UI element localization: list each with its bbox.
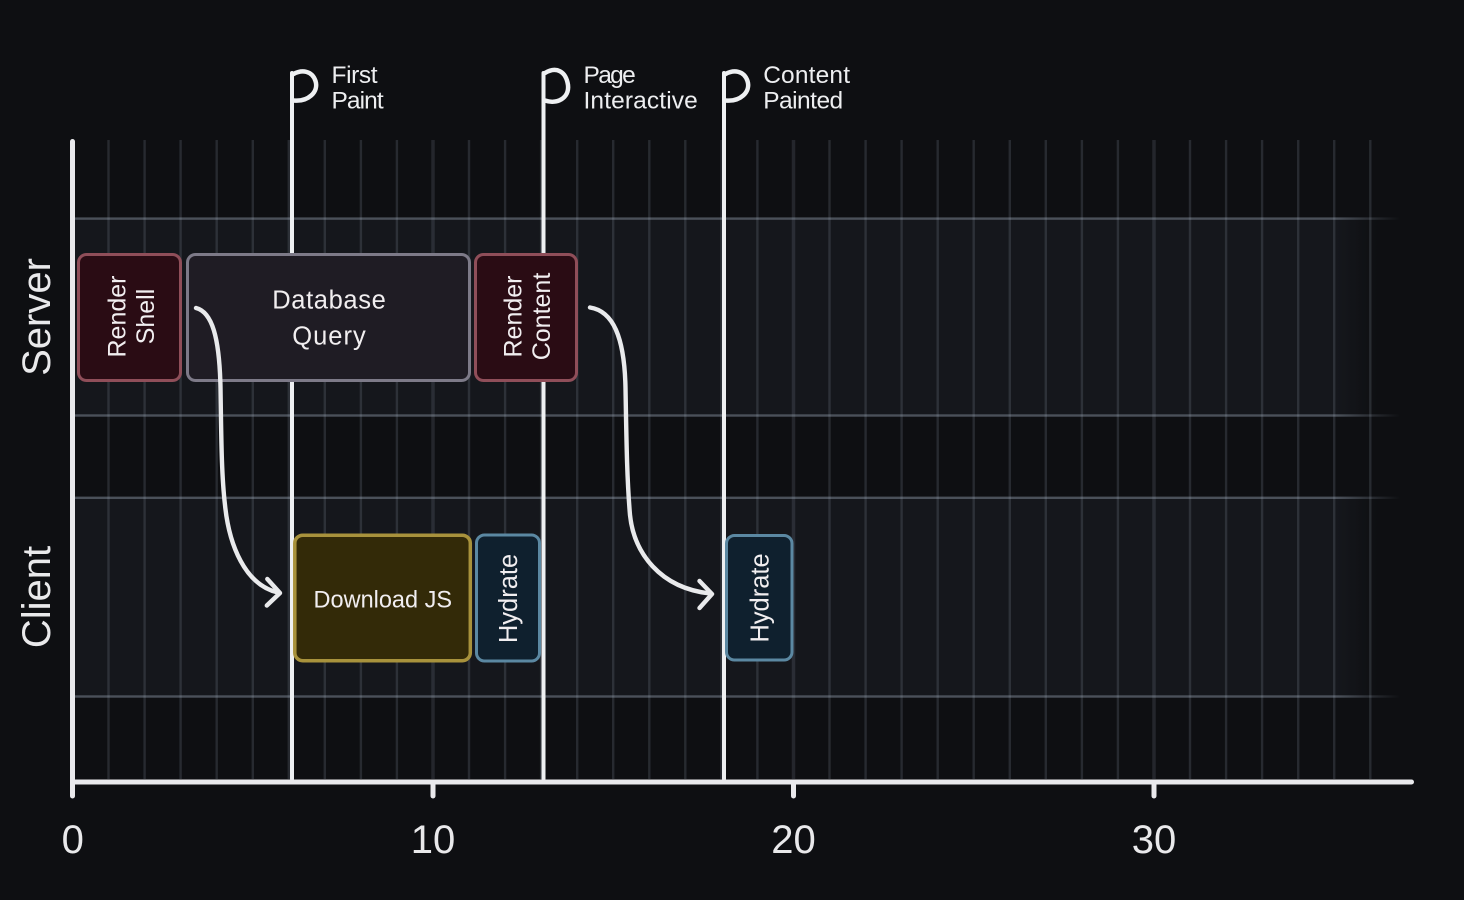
svg-text:Hydrate: Hydrate — [747, 553, 775, 642]
svg-text:Client: Client — [15, 546, 59, 648]
svg-text:First: First — [332, 62, 378, 89]
svg-text:Interactive: Interactive — [584, 87, 698, 114]
svg-text:Paint: Paint — [332, 87, 384, 114]
svg-text:Server: Server — [15, 258, 59, 376]
svg-text:0: 0 — [62, 818, 84, 862]
svg-text:RenderContent: RenderContent — [500, 273, 557, 361]
svg-text:Page: Page — [584, 62, 636, 89]
svg-text:Painted: Painted — [763, 87, 843, 114]
svg-text:Download JS: Download JS — [314, 586, 453, 613]
svg-text:Content: Content — [763, 62, 850, 89]
svg-text:RenderShell: RenderShell — [104, 276, 161, 358]
svg-text:20: 20 — [771, 818, 816, 862]
svg-text:Hydrate: Hydrate — [495, 554, 523, 643]
svg-text:30: 30 — [1132, 818, 1177, 862]
svg-text:10: 10 — [411, 818, 456, 862]
